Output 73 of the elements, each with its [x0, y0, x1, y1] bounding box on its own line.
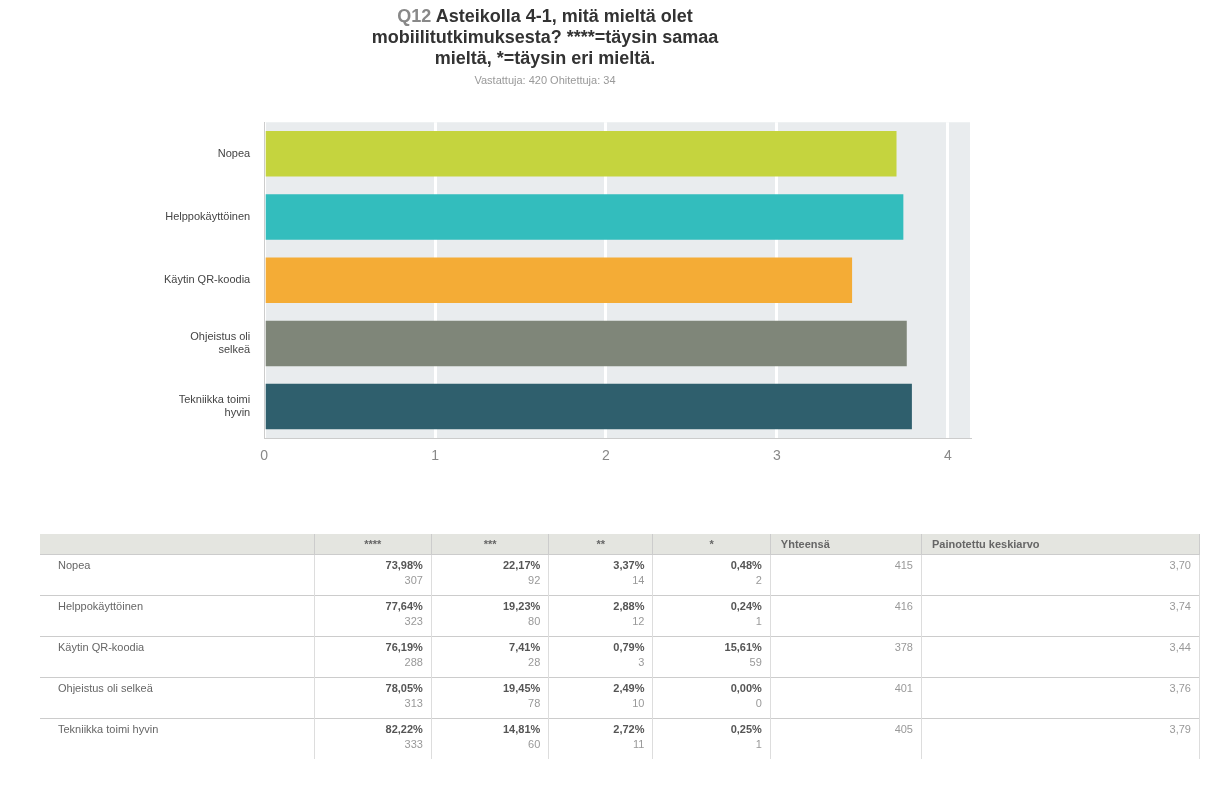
category-label: *** [431, 534, 549, 555]
category-label: Tekniikka toimi hyvin [58, 723, 159, 735]
text: 313 [404, 697, 423, 709]
category-label: Yhteensä [770, 534, 922, 555]
text: 82,22% [385, 723, 423, 735]
text: 3,44 [1169, 641, 1191, 653]
text: 288 [404, 656, 423, 668]
category-label: Ohjeistus oli selkeä [58, 682, 153, 694]
text: 2,88% [613, 600, 645, 612]
text: 415 [894, 559, 913, 571]
text: 60 [528, 738, 541, 750]
text: 77,64% [385, 600, 423, 612]
x-tick-label: 1 [431, 447, 440, 464]
x-tick-label: 3 [772, 447, 781, 464]
text: 1 [755, 738, 762, 750]
text: 2 [755, 574, 762, 586]
x-tick-label: 0 [260, 447, 269, 464]
y-tick-label: Käytin QR-koodia [163, 273, 252, 286]
text: 323 [404, 615, 423, 627]
text: 0,48% [730, 559, 762, 571]
text: 3 [638, 656, 645, 668]
category-label: **** [314, 534, 432, 555]
text: 78 [528, 697, 541, 709]
text: 10 [632, 697, 645, 709]
text: 14,81% [502, 723, 541, 735]
text: 73,98% [385, 559, 423, 571]
text: 2,72% [613, 723, 645, 735]
text: 76,19% [385, 641, 423, 653]
text: 0,24% [730, 600, 762, 612]
text: 1 [755, 615, 762, 627]
text: 28 [528, 656, 541, 668]
text: 416 [894, 600, 913, 612]
text: 2,49% [613, 682, 645, 694]
text: 3,37% [613, 559, 645, 571]
text: 78,05% [385, 682, 423, 694]
category-label: ** [548, 534, 653, 555]
y-tick-label: Ohjeistus oli selkeä [190, 329, 252, 356]
category-label: Nopea [58, 559, 91, 571]
text: 3,76 [1169, 682, 1191, 694]
text: 59 [749, 656, 762, 668]
text: 80 [528, 615, 541, 627]
text: 0,00% [730, 682, 762, 694]
text: 0,25% [730, 723, 762, 735]
text: 7,41% [509, 641, 541, 653]
text: 378 [894, 641, 913, 653]
y-tick-label: Helppokäyttöinen [165, 210, 251, 223]
y-tick-label: Nopea [217, 146, 252, 159]
text: 3,70 [1169, 559, 1191, 571]
text: 12 [632, 615, 645, 627]
text: 92 [528, 574, 541, 586]
text: 19,45% [502, 682, 541, 694]
x-tick-label: 2 [602, 447, 611, 464]
text: 22,17% [502, 559, 541, 571]
text: 401 [894, 682, 913, 694]
text: 15,61% [724, 641, 762, 653]
y-tick-label: Tekniikka toimi hyvin [178, 393, 251, 419]
text: 405 [894, 723, 913, 735]
text: 19,23% [502, 600, 541, 612]
chart-subtitle: Vastattuja: 420 Ohitettuja: 34 [473, 74, 617, 86]
category-label: Helppokäyttöinen [58, 600, 144, 612]
text: 333 [404, 738, 423, 750]
text: 0 [755, 697, 762, 709]
text: 3,74 [1169, 600, 1191, 612]
text: 3,79 [1169, 723, 1191, 735]
text: 14 [632, 574, 645, 586]
text: 307 [404, 574, 423, 586]
category-label: Käytin QR-koodia [58, 641, 145, 653]
text: 0,79% [613, 641, 645, 653]
chart-title: Q12 Asteikolla 4-1, mitä mieltä olet mobiilitutkimuksesta? ****=täysin samaa mieltä, *=täysin eri mieltä. [370, 6, 720, 69]
x-tick-label: 4 [943, 447, 952, 464]
category-label: Painotettu keskiarvo [921, 534, 1200, 555]
category-label: * [652, 534, 771, 555]
text: 11 [633, 738, 645, 750]
